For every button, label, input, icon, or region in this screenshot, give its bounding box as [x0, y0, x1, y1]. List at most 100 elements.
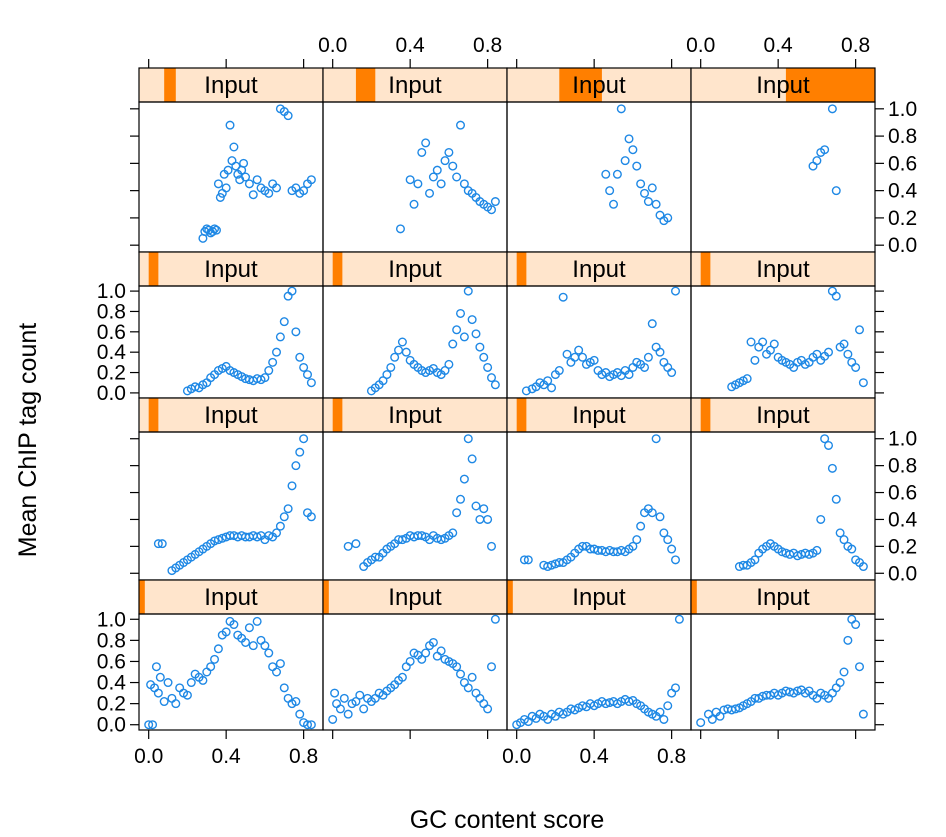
data-point	[490, 197, 500, 207]
strip-label: Input	[572, 402, 626, 429]
panel-border	[138, 101, 324, 253]
data-point	[210, 536, 220, 546]
data-point	[750, 555, 760, 565]
data-point	[157, 539, 167, 549]
data-point	[663, 535, 673, 545]
data-point	[490, 380, 500, 390]
data-point	[452, 325, 462, 335]
data-point	[231, 161, 241, 171]
data-point	[332, 699, 342, 709]
x-tick-label: 0.4	[764, 34, 794, 57]
data-point	[264, 366, 274, 376]
data-point	[463, 286, 473, 296]
data-point	[432, 651, 442, 661]
data-point	[275, 521, 285, 531]
y-tick-label: 0.6	[97, 650, 126, 673]
data-point	[283, 693, 293, 703]
data-point	[287, 286, 297, 296]
data-point	[715, 711, 725, 721]
axes-layer: 0.0 0.4 0.80.0 0.4 0.80.0 0.4 0.80.0 0.4 0.80.00…	[97, 34, 918, 768]
data-point	[835, 678, 845, 688]
data-point	[421, 648, 431, 658]
data-point	[651, 342, 661, 352]
panel-border	[322, 101, 508, 253]
panel-1-0: Input	[138, 251, 324, 399]
data-point	[397, 535, 407, 545]
data-point	[804, 549, 814, 559]
data-point	[440, 366, 450, 376]
data-point	[448, 339, 458, 349]
strip-level-bar	[139, 580, 145, 614]
strip-level-bar	[785, 68, 875, 102]
x-axis-col-0: 0.0 0.4 0.8	[134, 59, 318, 768]
panel-0-3: Input	[690, 67, 876, 253]
data-point	[272, 667, 282, 677]
data-point	[659, 714, 669, 724]
data-point	[397, 337, 407, 347]
data-point	[663, 213, 673, 223]
strip-background	[139, 398, 323, 432]
data-point	[148, 720, 158, 730]
data-point	[738, 560, 748, 570]
strip-background	[323, 398, 507, 432]
panel-border	[138, 431, 324, 581]
data-point	[655, 210, 665, 220]
data-point	[487, 662, 497, 672]
strip-background	[323, 68, 507, 102]
data-point	[210, 654, 220, 664]
data-point	[490, 614, 500, 624]
data-point	[248, 190, 258, 200]
data-point	[769, 339, 779, 349]
panel-border	[506, 101, 692, 253]
data-point	[696, 718, 706, 728]
data-point	[171, 699, 181, 709]
strip-level-bar	[516, 252, 527, 286]
data-point	[291, 461, 301, 471]
data-point	[295, 352, 305, 362]
y-axis-row-0: 0.0 0.2 0.4 0.6 0.8 1.0	[130, 98, 918, 257]
strip-label: Input	[204, 256, 258, 283]
data-point	[275, 332, 285, 342]
x-axis-title: GC content score	[410, 806, 605, 834]
data-point	[523, 555, 533, 565]
data-point	[808, 161, 818, 171]
data-point	[252, 532, 262, 542]
data-point	[647, 183, 657, 193]
data-point	[471, 329, 481, 339]
y-tick-label: 1.0	[888, 428, 917, 451]
data-point	[291, 327, 301, 337]
x-tick-label: 0.0	[318, 34, 347, 57]
strip-label: Input	[756, 72, 810, 99]
data-point	[370, 552, 380, 562]
data-point	[793, 551, 803, 561]
y-tick-label: 0.0	[888, 234, 917, 257]
data-point	[566, 357, 576, 367]
data-point	[851, 620, 861, 630]
data-point	[475, 514, 485, 524]
data-point	[264, 188, 274, 198]
y-tick-label: 0.6	[888, 482, 917, 505]
data-point	[827, 286, 837, 296]
y-axis-row-3: 0.00.20.40.60.81.0	[97, 608, 884, 737]
data-point	[186, 678, 196, 688]
panel-0-1: Input	[322, 67, 508, 253]
data-point	[742, 374, 752, 384]
strip-background	[139, 580, 323, 614]
data-point	[543, 562, 553, 572]
y-tick-label: 0.4	[888, 508, 918, 531]
data-point	[628, 541, 638, 551]
x-axis-col-1: 0.0 0.4 0.8	[318, 34, 502, 739]
data-point	[401, 347, 411, 357]
data-point	[378, 376, 388, 386]
data-point	[487, 541, 497, 551]
y-tick-label: 0.8	[888, 125, 917, 148]
data-point	[831, 683, 841, 693]
data-point	[303, 370, 313, 380]
strip-label: Input	[756, 584, 810, 611]
data-point	[330, 688, 340, 698]
strip-label: Input	[572, 584, 626, 611]
data-point	[283, 504, 293, 514]
data-point	[229, 142, 239, 152]
data-point	[153, 688, 163, 698]
y-tick-label: 1.0	[97, 280, 126, 303]
